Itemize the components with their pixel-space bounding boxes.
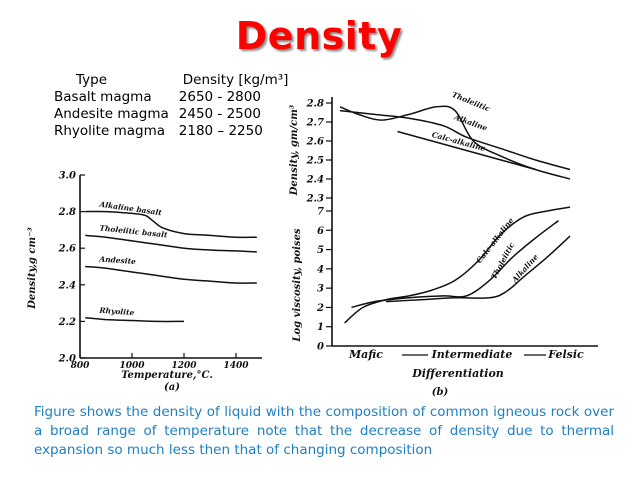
chart-b-y-tick-label-bottom: 4 [317,264,324,275]
table-header-row: Type Density [kg/m³] [54,72,298,89]
table-row: Basalt magma 2650 - 2800 [54,89,298,106]
chart-b-y-tick-label-top: 2.6 [306,137,324,148]
chart-a-series-label: Rhyolite [98,306,135,318]
chart-a-line-andesite [85,265,257,284]
chart-a-ylabel: Density,g cm⁻³ [27,227,38,310]
chart-a-x-tick-label: 1000 [119,361,145,371]
chart-b-y-tick-label-top: 2.3 [306,194,324,205]
chart-b-viscosity-line-calc-alkaline [344,206,571,324]
chart-a-series-label: Alkaline basalt [98,200,163,218]
chart-b-y-tick-label-top: 2.5 [306,156,324,167]
table-cell-density: 2450 - 2500 [178,106,261,122]
chart-b-viscosity-series-label: Alkaline [510,252,541,285]
table-cell-type: Basalt magma [54,89,152,105]
chart-b-y-tick-label-bottom: 0 [317,342,324,353]
density-table: Type Density [kg/m³] Basalt magma 2650 -… [54,72,298,140]
chart-b-y-tick-label-bottom: 2 [316,303,324,314]
chart-b-y-tick-label-bottom: 5 [317,245,324,256]
chart-a-y-tick-label: 2.4 [58,280,76,291]
table-row: Rhyolite magma 2180 – 2250 [54,123,298,140]
chart-b-y-tick-label-bottom: 3 [317,284,324,295]
table-cell-density: 2650 - 2800 [178,89,261,105]
chart-b-x-category: Felsic [547,348,584,361]
chart-a-series-label: Andesite [98,254,136,266]
chart-b-y-tick-label-bottom: 7 [317,207,324,218]
chart-a-line-alkaline-basalt [85,210,257,239]
chart-a-y-tick-label: 2.6 [58,244,76,255]
chart-b-viscosity-line-alkaline [385,235,571,303]
chart-b-viscosity-line-tholeiitic [351,220,559,309]
table-row: Andesite magma 2450 - 2500 [54,106,298,123]
chart-a-y-tick-label: 2.0 [58,354,76,365]
chart-a-y-tick-label: 3.0 [59,171,76,182]
chart-b-y-tick-label-bottom: 1 [317,322,324,333]
chart-b-y-tick-label-bottom: 6 [317,226,324,237]
chart-b-x-category: Mafic [348,348,383,361]
chart-b-density-line-tholeiitic [339,105,571,180]
table-cell-type: Rhyolite magma [54,123,165,139]
table-cell-density: 2180 – 2250 [178,123,263,139]
chart-b-y-tick-label-top: 2.7 [306,118,324,129]
chart-b-y-tick-label-top: 2.4 [306,175,324,186]
chart-b-density-series-label: Alkaline [452,112,489,133]
chart-a-x-tick-label: 1200 [171,361,197,371]
chart-b-panel-label: (b) [432,387,449,398]
chart-b-density-line-calc-alkaline [397,130,536,171]
chart-a-y-tick-label: 2.8 [58,207,76,218]
chart-b-xlabel: Differentiation [411,367,504,380]
chart-a-y-tick-label: 2.2 [58,317,76,328]
chart-a-line-tholeiitic-basalt [85,234,257,253]
table-header-type: Type [76,72,108,88]
chart-a-x-tick-label: 800 [71,361,91,371]
figure-caption: Figure shows the density of liquid with … [34,404,614,458]
chart-b-ylabel-bottom: Log viscosity, poises [292,228,303,342]
chart-b-y-tick-label-top: 2.8 [306,99,324,110]
slide-title: Density [235,14,403,58]
chart-a-line-rhyolite [85,316,185,323]
table-header-density: Density [kg/m³] [182,72,289,88]
chart-b-density-series-label: Tholeiitic [451,90,492,114]
table-cell-type: Andesite magma [54,106,169,122]
chart-b-density-line-alkaline [339,109,571,171]
chart-a-xlabel: Temperature,°C. [121,370,213,381]
chart-a-panel-label: (a) [164,382,180,393]
chart-b-ylabel-top: Density, gm/cm³ [289,104,300,196]
chart-b-x-category: Intermediate [431,348,513,361]
chart-a: 2.0 2.2 2.4 2.6 2.8 3.0 800 1000 1200 1400 Alkal… [27,171,262,393]
chart-a-x-tick-label: 1400 [223,361,249,371]
